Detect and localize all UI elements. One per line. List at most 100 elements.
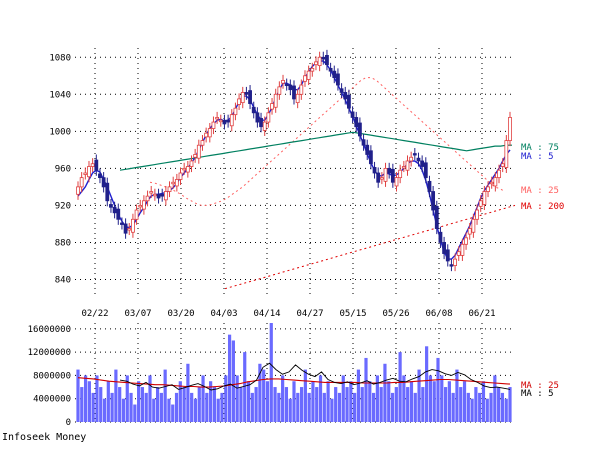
volume-bar — [284, 387, 289, 422]
volume-bar — [95, 375, 99, 422]
candle-body — [354, 117, 359, 128]
volume-bar — [330, 398, 334, 422]
candle-body — [310, 67, 315, 72]
volume-bar — [277, 392, 281, 422]
candle-body — [412, 153, 417, 156]
volume-bar — [269, 323, 273, 422]
candle-body — [379, 177, 384, 180]
price-y-tick-label: 960 — [55, 164, 71, 174]
volume-bar — [337, 392, 342, 422]
volume-bar — [220, 392, 224, 422]
candle-body — [120, 222, 124, 225]
candle-body — [237, 98, 241, 105]
candle-body — [438, 231, 443, 243]
volume-panel: 0 4000000 8000000 12000000 16000000 MA : 25M… — [28, 323, 559, 428]
volume-bar — [83, 375, 88, 422]
volume-y-tick-label: 16000000 — [28, 325, 71, 335]
candle-body — [98, 173, 102, 179]
candle-body — [482, 191, 487, 205]
volume-y-tick-labels: 0 4000000 8000000 12000000 16000000 — [28, 325, 71, 428]
volume-bar — [451, 392, 455, 422]
x-tick-label: 05/15 — [339, 309, 366, 319]
volume-bar — [174, 392, 179, 422]
volume-bar — [148, 375, 152, 422]
candle-body — [240, 92, 245, 104]
volume-bar — [318, 375, 323, 422]
candle-body — [460, 243, 465, 256]
volume-bar — [190, 392, 194, 422]
volume-bar — [80, 387, 84, 422]
volume-bar — [345, 387, 349, 422]
volume-bar — [292, 381, 296, 422]
volume-bar — [178, 381, 182, 422]
volume-bar — [432, 381, 436, 422]
candle-body — [467, 228, 472, 235]
candle-body — [281, 80, 285, 84]
volume-bar — [481, 381, 486, 422]
candle-body — [303, 75, 307, 82]
candle-body — [262, 121, 267, 131]
volume-bar — [246, 381, 251, 422]
price-y-tick-label: 880 — [55, 238, 71, 248]
volume-bar — [205, 392, 209, 422]
price-y-tick-label: 1000 — [49, 127, 71, 137]
candle-body — [321, 56, 326, 60]
volume-bar — [311, 381, 315, 422]
candle-body — [376, 172, 381, 183]
volume-bar — [368, 381, 372, 422]
volume-bar — [356, 369, 361, 422]
candle-body — [116, 208, 121, 220]
candle-body — [497, 169, 501, 179]
volume-bar — [224, 375, 228, 422]
volume-bar — [159, 392, 163, 422]
candle-body — [427, 180, 432, 192]
candle-body — [500, 163, 505, 167]
candle-body — [489, 181, 494, 185]
candle-body — [390, 168, 395, 183]
candle-body — [160, 193, 165, 197]
candle-body — [365, 144, 370, 155]
candle-body — [145, 195, 150, 202]
volume-bar — [334, 387, 338, 422]
candle-body — [259, 117, 263, 128]
volume-bar — [485, 398, 489, 422]
volume-bar — [99, 387, 103, 422]
volume-y-tick-label: 4000000 — [33, 395, 71, 405]
volume-bar — [167, 398, 171, 422]
candle-body — [277, 86, 282, 95]
x-tick-label: 04/27 — [296, 309, 323, 319]
candle-body — [193, 154, 198, 158]
price-legend-item: MA : 5 — [521, 152, 554, 162]
x-tick-label: 05/26 — [382, 309, 409, 319]
candle-body — [471, 218, 476, 233]
volume-bar — [144, 392, 148, 422]
volume-bar — [459, 387, 463, 422]
volume-bar — [375, 375, 379, 422]
volume-bar — [288, 398, 292, 422]
candle-body — [229, 114, 234, 127]
candle-body — [478, 200, 483, 207]
volume-bar — [114, 369, 118, 422]
candle-body — [464, 237, 468, 245]
volume-y-tick-label: 0 — [66, 418, 71, 428]
candle-body — [288, 84, 293, 91]
candle-body — [383, 167, 388, 182]
candle-body — [196, 144, 201, 159]
volume-bar — [227, 334, 232, 422]
volume-bar — [394, 387, 398, 422]
x-tick-label: 04/14 — [253, 309, 280, 319]
volume-bar — [315, 387, 319, 422]
volume-bar — [425, 346, 429, 422]
candle-body — [442, 242, 447, 254]
volume-bar — [201, 375, 205, 422]
volume-bar — [462, 381, 467, 422]
volume-bar — [216, 398, 220, 422]
candle-body — [255, 112, 260, 123]
volume-bar — [500, 392, 505, 422]
candle-body — [401, 166, 406, 169]
candle-body — [233, 107, 238, 116]
volume-bar — [76, 369, 80, 422]
candle-body — [152, 193, 157, 197]
